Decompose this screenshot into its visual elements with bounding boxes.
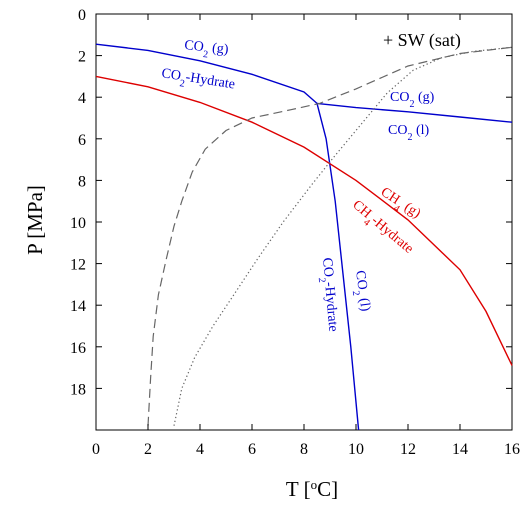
y-tick-label: 18	[70, 381, 86, 398]
y-tick-label: 16	[70, 340, 86, 357]
annotation-co2-l-vertical: CO2 (l)	[348, 269, 373, 313]
series-line-sw_dotted	[173, 46, 513, 426]
x-tick-label: 6	[248, 441, 256, 458]
y-tick-label: 12	[70, 257, 86, 274]
y-tick-label: 8	[78, 173, 86, 190]
series-line-ch4_boundary	[95, 75, 513, 366]
x-tick-label: 16	[504, 441, 520, 458]
y-tick-label: 6	[78, 132, 86, 149]
annotation-co2-hydrate-vertical: CO2-Hydrate	[315, 257, 341, 333]
x-tick-label: 4	[196, 441, 204, 458]
x-tick-label: 14	[452, 441, 468, 458]
x-tick-label: 12	[400, 441, 416, 458]
y-axis-title: P [MPa]	[23, 185, 47, 255]
x-tick-label: 0	[92, 441, 100, 458]
plot-frame	[95, 13, 513, 431]
annotations-layer: CO2 (g) CO2-Hydrate + SW (sat) CO2 (g) CO2 (…	[160, 30, 461, 333]
y-tick-label: 10	[70, 215, 86, 232]
series-layer	[95, 43, 513, 431]
series-line-co2_boundary	[95, 43, 318, 104]
series-line-co2_hydrate_liquid	[316, 103, 360, 431]
x-axis-title: T [oC]	[286, 477, 338, 502]
annotation-sw-sat: + SW (sat)	[383, 30, 461, 51]
x-tick-label: 8	[300, 441, 308, 458]
annotation-co2-l-right: CO2 (l)	[388, 123, 430, 143]
series-line-co2_gl	[316, 102, 513, 123]
y-tick-label: 2	[78, 49, 86, 66]
annotation-co2-hydrate-upper: CO2-Hydrate	[160, 66, 236, 97]
x-tick-label: 2	[144, 441, 152, 458]
annotation-co2-g-right: CO2 (g)	[390, 90, 435, 110]
ticks-layer: 0 2 4 6 8 10 12 14 16 0 2 4 6 8 10 12 14 16 18	[70, 7, 520, 458]
y-tick-label: 4	[78, 90, 86, 107]
y-tick-label: 0	[78, 7, 86, 24]
series-line-sw_dashed	[147, 46, 513, 426]
y-tick-label: 14	[70, 298, 86, 315]
annotation-co2-g-upper: CO2 (g)	[183, 38, 229, 62]
x-tick-label: 10	[348, 441, 364, 458]
plot-area	[95, 13, 513, 431]
